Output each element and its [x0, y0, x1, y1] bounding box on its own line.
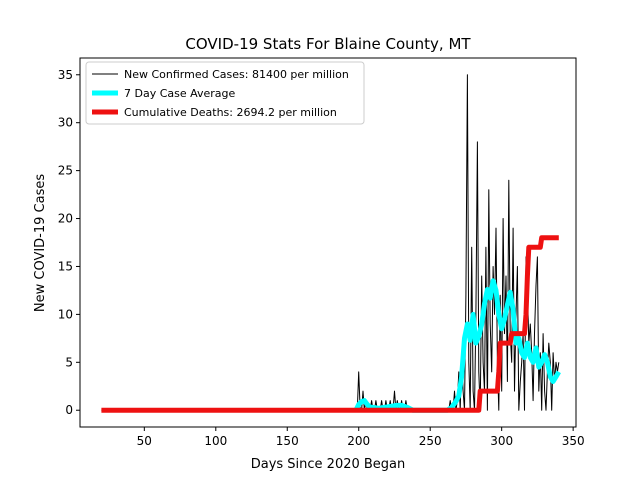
y-tick-label: 30: [58, 116, 73, 130]
x-axis-label: Days Since 2020 Began: [251, 457, 406, 472]
legend-box: [85, 61, 365, 125]
x-tick-label: 150: [276, 434, 299, 448]
x-axis-ticks: 50 100 150 200 250 300 350: [137, 427, 585, 448]
y-axis-ticks: 0 5 10 15 20 25 30 35: [58, 68, 80, 417]
x-tick-label: 250: [419, 434, 442, 448]
y-axis-label: New COVID-19 Cases: [33, 174, 48, 312]
series-cumulative-deaths: [101, 235, 559, 413]
legend-label-7-day-average: 7 Day Case Average: [124, 87, 236, 100]
x-tick-label: 300: [490, 434, 513, 448]
x-tick-label: 50: [137, 434, 152, 448]
y-tick-label: 10: [58, 307, 73, 321]
y-tick-label: 25: [58, 164, 73, 178]
series-7-day-average: [353, 278, 561, 413]
x-tick-label: 350: [562, 434, 585, 448]
y-tick-label: 0: [65, 403, 73, 417]
legend-label-cumulative-deaths: Cumulative Deaths: 2694.2 per million: [124, 106, 337, 119]
y-tick-label: 15: [58, 259, 73, 273]
x-tick-label: 100: [204, 434, 227, 448]
x-tick-label: 200: [347, 434, 370, 448]
y-tick-label: 20: [58, 212, 73, 226]
axes-frame: [79, 57, 577, 428]
y-tick-label: 35: [58, 68, 73, 82]
legend-label-new-cases: New Confirmed Cases: 81400 per million: [124, 68, 349, 81]
y-tick-label: 5: [65, 355, 73, 369]
series-layer: [101, 74, 561, 413]
chart-title: COVID-19 Stats For Blaine County, MT: [185, 35, 471, 53]
legend: New Confirmed Cases: 81400 per million 7…: [85, 61, 365, 125]
